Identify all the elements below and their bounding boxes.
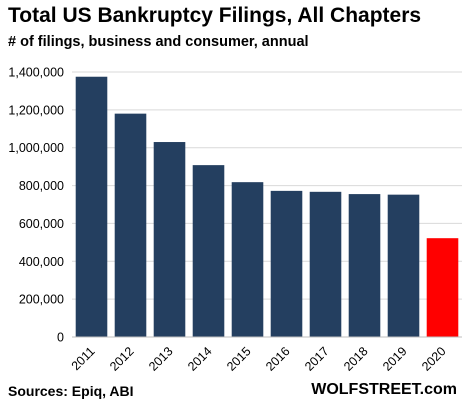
y-tick-labels: 0 200,000 400,000 600,000 800,000 1,000,000 1,… — [8, 66, 64, 345]
bar-2020 — [426, 238, 459, 337]
x-tick-label: 2013 — [146, 344, 176, 374]
bar-2015 — [231, 182, 264, 337]
bar-2017 — [309, 191, 342, 337]
bar-chart: 0 200,000 400,000 600,000 800,000 1,000,000 1,… — [8, 66, 462, 374]
y-tick-label: 800,000 — [19, 179, 64, 193]
chart-subtitle: # of filings, business and consumer, ann… — [8, 34, 309, 50]
credit-label: WOLFSTREET.com — [311, 381, 457, 398]
bar-2014 — [192, 165, 225, 337]
bars — [75, 76, 459, 338]
x-tick-label: 2014 — [185, 344, 215, 374]
bar-2012 — [114, 113, 147, 338]
y-tick-label: 1,000,000 — [8, 141, 64, 155]
bar-2016 — [270, 190, 303, 337]
x-tick-label: 2018 — [341, 344, 371, 374]
y-tick-label: 1,400,000 — [8, 66, 64, 80]
bar-2018 — [348, 194, 381, 337]
x-tick-label: 2012 — [107, 344, 137, 374]
x-tick-label: 2015 — [224, 344, 254, 374]
source-note: Sources: Epiq, ABI — [8, 383, 134, 399]
x-tick-label: 2016 — [263, 344, 293, 374]
y-tick-label: 600,000 — [19, 217, 64, 231]
y-tick-label: 0 — [57, 331, 64, 345]
x-tick-labels: 2011 2012 2013 2014 2015 2016 2017 2018 2019 2020 — [69, 344, 449, 374]
x-tick-label: 2011 — [69, 344, 98, 373]
bar-2011 — [75, 76, 108, 337]
x-tick-label: 2017 — [302, 344, 332, 374]
x-tick-label: 2019 — [380, 344, 410, 374]
y-tick-label: 400,000 — [19, 255, 64, 269]
bar-2019 — [387, 194, 420, 337]
y-tick-label: 200,000 — [19, 293, 64, 307]
x-tick-label: 2020 — [419, 344, 449, 374]
bar-2013 — [153, 142, 186, 337]
y-tick-label: 1,200,000 — [8, 103, 64, 117]
chart-title: Total US Bankruptcy Filings, All Chapter… — [8, 4, 422, 27]
